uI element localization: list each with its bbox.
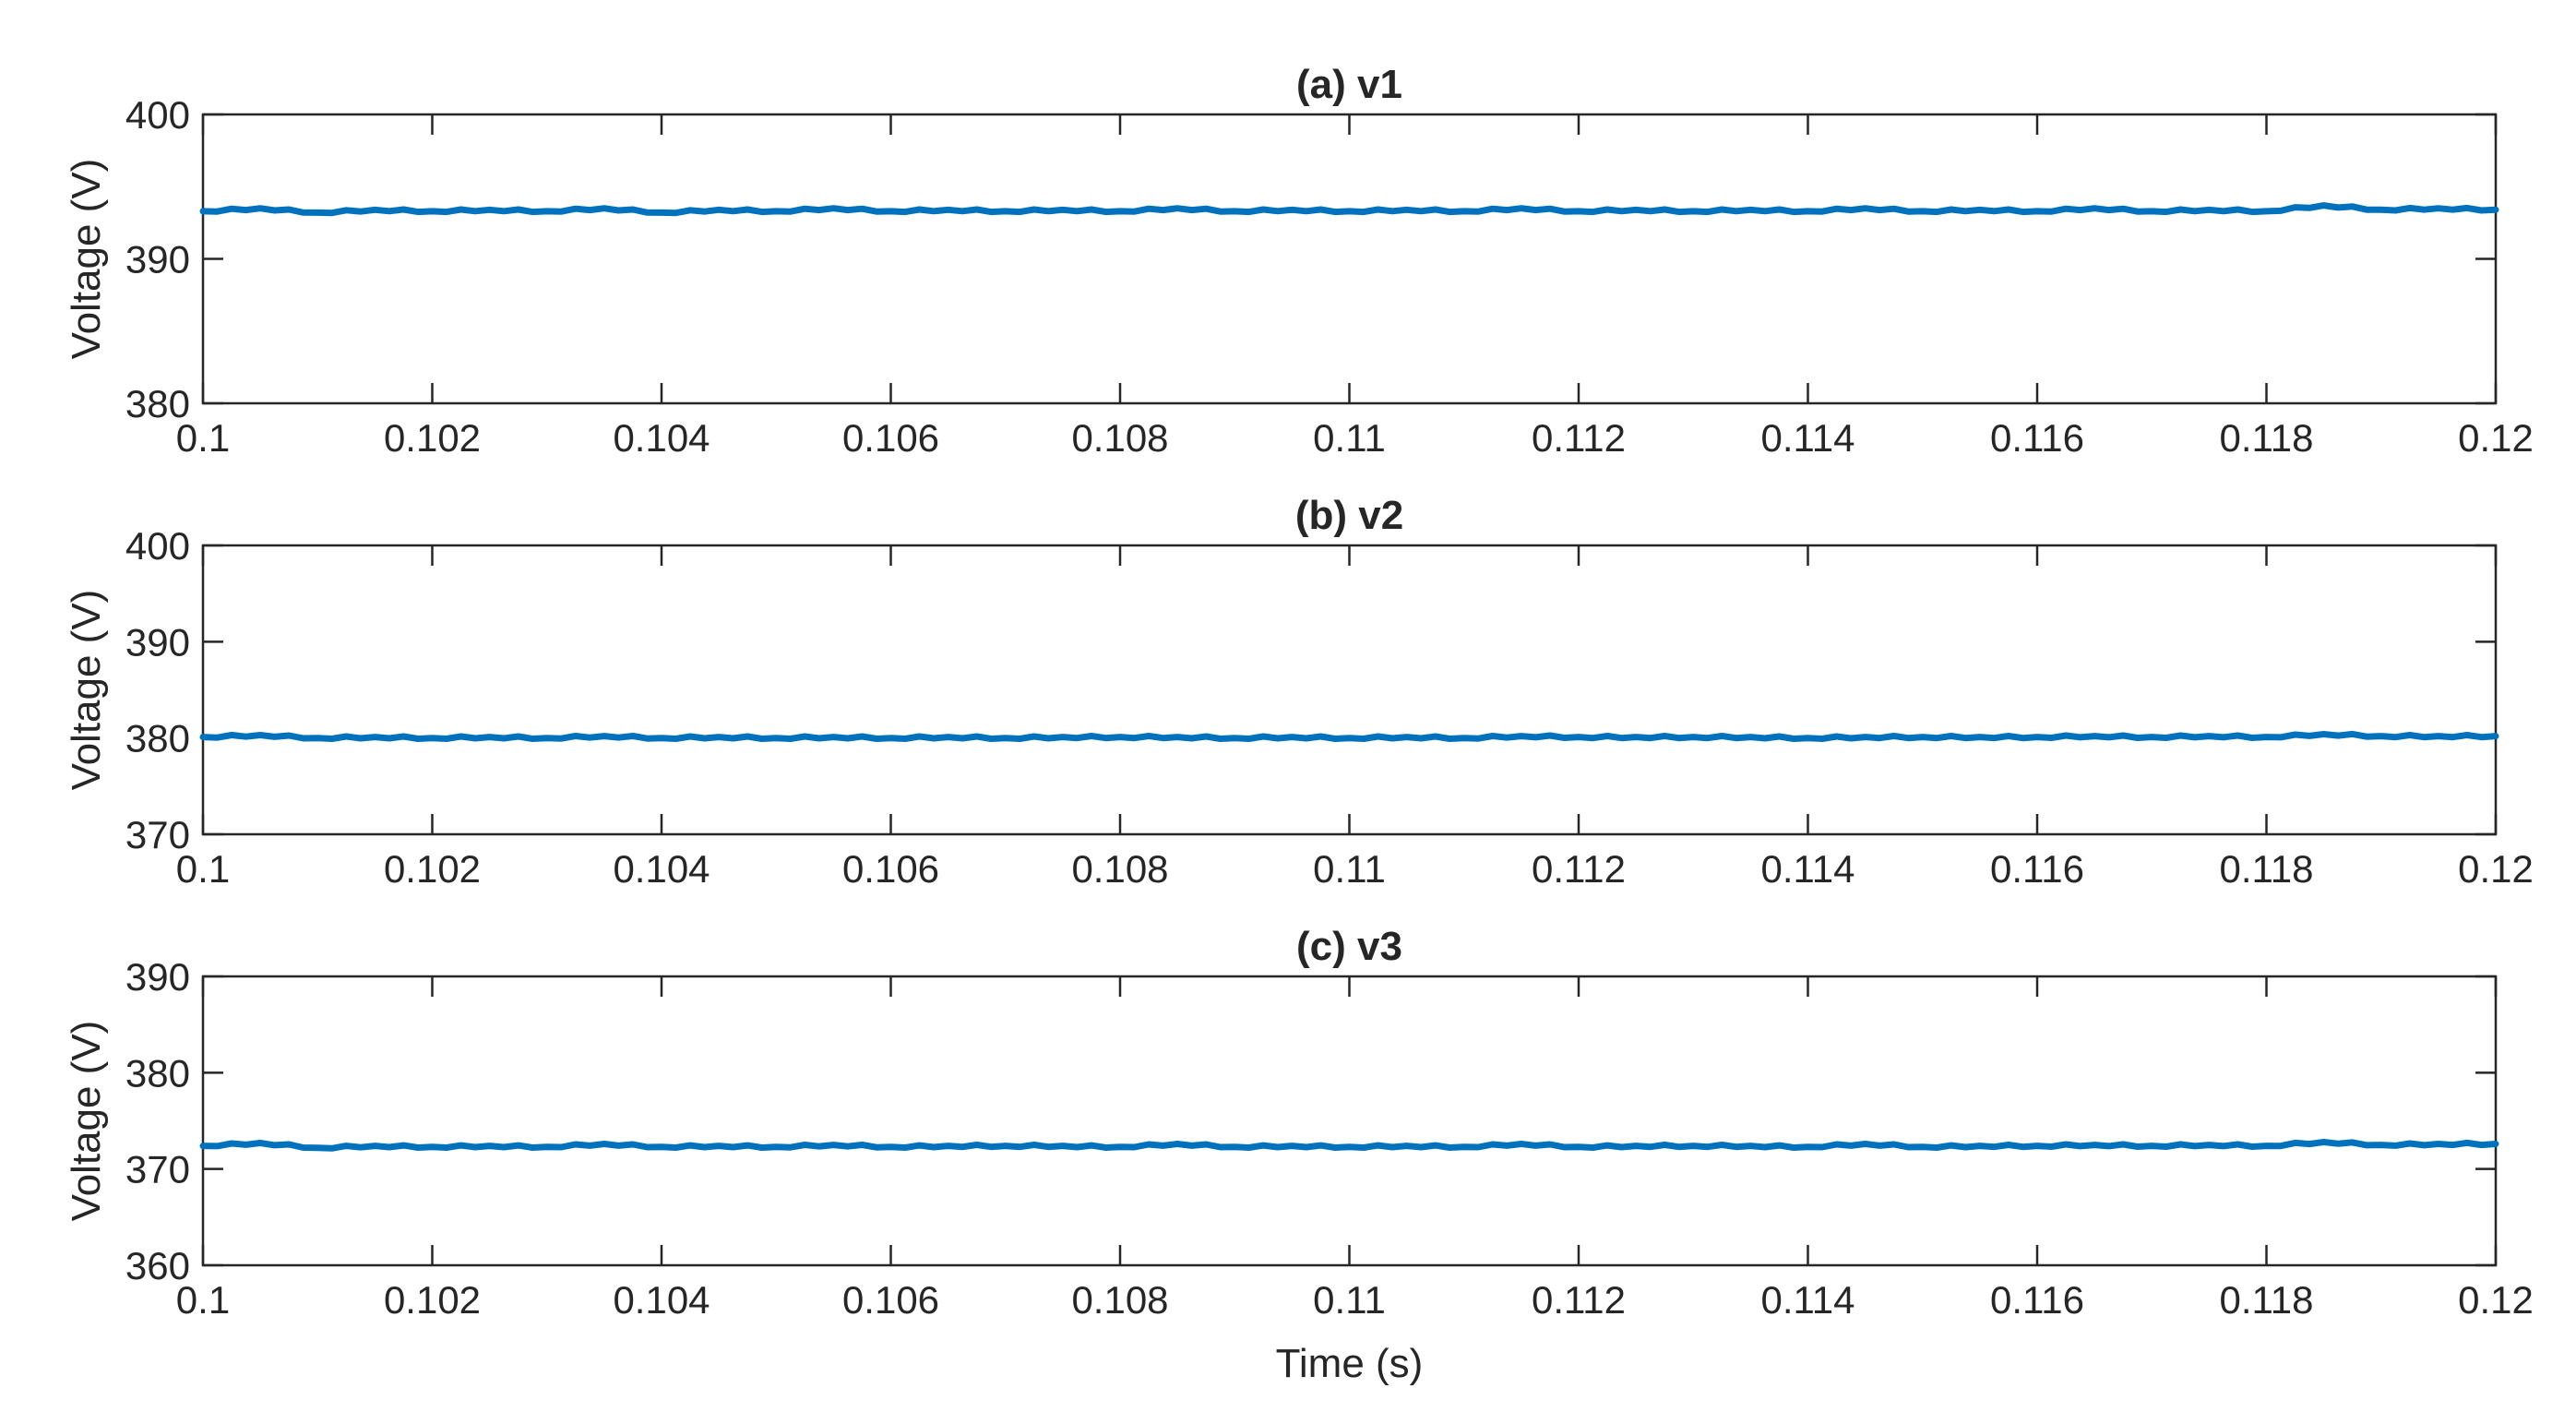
y-axis-label: Voltage (V) (64, 159, 109, 360)
series-line-3 (199, 1139, 2499, 1152)
x-tick-label: 0.1 (176, 847, 230, 891)
y-tick-label: 390 (125, 955, 190, 999)
axes-frame (201, 113, 2498, 405)
x-tick-label: 0.102 (384, 1278, 481, 1322)
panel-title: (b) v2 (1295, 493, 1403, 538)
x-tick-label: 0.11 (1313, 416, 1386, 460)
y-tick-label: 380 (125, 717, 190, 760)
axes-frame (201, 975, 2498, 1267)
figure-x-axis-label: Time (s) (1276, 1341, 1424, 1386)
y-tick-label: 390 (125, 620, 190, 664)
series-line-2 (199, 730, 2499, 742)
y-tick-label: 400 (125, 93, 190, 137)
x-tick-label: 0.104 (613, 416, 710, 460)
x-tick-label: 0.12 (2458, 1278, 2534, 1322)
panel-title: (c) v3 (1296, 924, 1402, 969)
y-tick-label: 360 (125, 1244, 190, 1287)
y-tick-label: 380 (125, 382, 190, 425)
y-tick-label: 380 (125, 1051, 190, 1095)
x-tick-label: 0.108 (1071, 416, 1168, 460)
x-tick-label: 0.112 (1532, 847, 1626, 891)
axes-frame (201, 544, 2498, 836)
x-tick-label: 0.106 (842, 416, 939, 460)
panel-3: 0.1 0.102 0.104 0.106 0.108 0.11 0.112 0.114 0.1… (64, 924, 2534, 1322)
x-tick-label: 0.102 (384, 416, 481, 460)
x-tick-label: 0.106 (842, 847, 939, 891)
x-tick-label: 0.112 (1532, 1278, 1626, 1322)
panel-title: (a) v1 (1296, 62, 1402, 107)
x-tick-label: 0.104 (613, 847, 710, 891)
x-tick-label: 0.112 (1532, 416, 1626, 460)
y-tick-label: 370 (125, 1148, 190, 1191)
x-tick-label: 0.118 (2220, 847, 2314, 891)
x-tick-label: 0.118 (2220, 1278, 2314, 1322)
series-line-1 (199, 202, 2499, 217)
x-tick-label: 0.106 (842, 1278, 939, 1322)
x-tick-label: 0.114 (1761, 847, 1855, 891)
panel-1: 0.1 0.102 0.104 0.106 0.108 0.11 0.112 0.114 0.1… (64, 62, 2534, 460)
x-tick-label: 0.12 (2458, 847, 2534, 891)
x-tick-label: 0.11 (1313, 847, 1386, 891)
x-tick-label: 0.116 (1990, 416, 2084, 460)
x-tick-label: 0.1 (176, 416, 230, 460)
x-tick-label: 0.118 (2220, 416, 2314, 460)
x-tick-label: 0.114 (1761, 416, 1855, 460)
x-tick-label: 0.108 (1071, 1278, 1168, 1322)
x-tick-label: 0.114 (1761, 1278, 1855, 1322)
y-tick-label: 390 (125, 238, 190, 281)
y-tick-label: 370 (125, 813, 190, 856)
x-tick-label: 0.12 (2458, 416, 2534, 460)
x-tick-label: 0.104 (613, 1278, 710, 1322)
y-tick-label: 400 (125, 524, 190, 568)
y-axis-label: Voltage (V) (64, 590, 109, 791)
x-tick-label: 0.11 (1313, 1278, 1386, 1322)
y-axis-label: Voltage (V) (64, 1021, 109, 1222)
x-tick-label: 0.116 (1990, 847, 2084, 891)
x-tick-label: 0.102 (384, 847, 481, 891)
x-tick-label: 0.108 (1071, 847, 1168, 891)
x-tick-label: 0.116 (1990, 1278, 2084, 1322)
panel-2: 0.1 0.102 0.104 0.106 0.108 0.11 0.112 0.114 0.1… (64, 493, 2534, 891)
x-tick-label: 0.1 (176, 1278, 230, 1322)
